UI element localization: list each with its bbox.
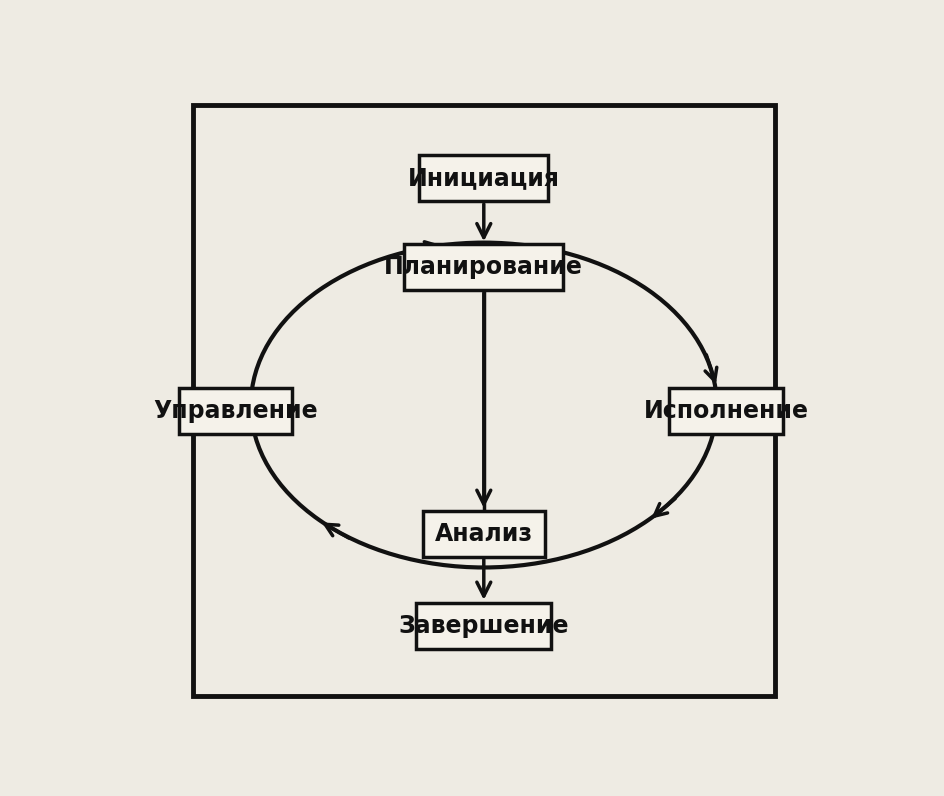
Text: Анализ: Анализ: [435, 521, 532, 546]
Text: Планирование: Планирование: [384, 256, 583, 279]
FancyBboxPatch shape: [193, 105, 775, 696]
FancyBboxPatch shape: [419, 155, 548, 201]
Text: Исполнение: Исполнение: [644, 399, 808, 423]
Text: Инициация: Инициация: [408, 166, 560, 190]
Text: Управление: Управление: [153, 399, 318, 423]
FancyBboxPatch shape: [423, 511, 545, 556]
FancyBboxPatch shape: [416, 603, 551, 649]
FancyBboxPatch shape: [669, 388, 783, 434]
FancyBboxPatch shape: [178, 388, 293, 434]
Text: Завершение: Завершение: [398, 614, 569, 638]
FancyBboxPatch shape: [404, 244, 564, 290]
